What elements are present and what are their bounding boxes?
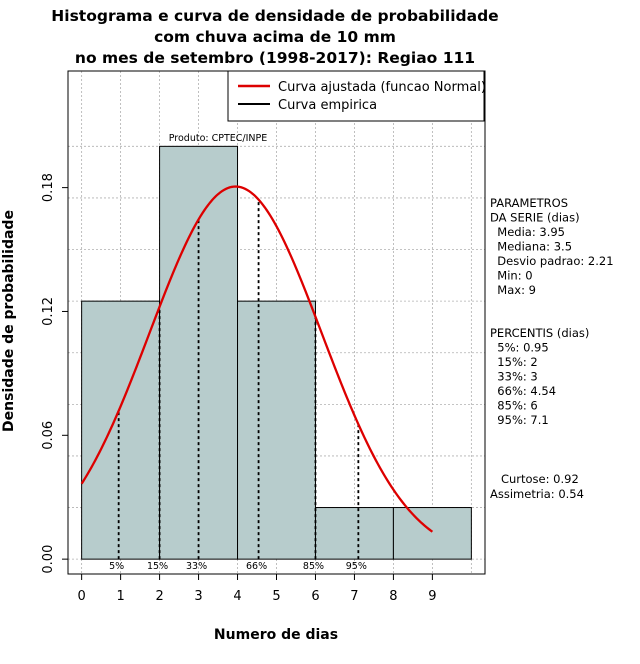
y-axis: 0.00 0.06 0.12 0.18 (41, 173, 69, 574)
x-axis-label: Numero de dias (214, 627, 338, 643)
x-tick-label: 8 (389, 589, 397, 604)
y-tick-label: 0.18 (41, 173, 56, 202)
parameters-line: Min: 0 (490, 269, 533, 283)
legend: Curva ajustada (funcao Normal) Curva emp… (227, 70, 486, 122)
percentile-label: 15% (147, 561, 168, 572)
title-line-1: Histograma e curva de densidade de proba… (51, 7, 498, 25)
parameters-line: Mediana: 3.5 (490, 240, 572, 254)
parameters-line: Max: 9 (490, 283, 536, 297)
normal-fit-curve (80, 185, 434, 533)
percentile-stat-line: 15%: 2 (490, 355, 538, 369)
percentile-stat-line: 85%: 6 (490, 399, 538, 413)
x-tick-label: 9 (428, 589, 436, 604)
legend-label-fit: Curva ajustada (funcao Normal) (278, 80, 486, 95)
percentile-label: 66% (246, 561, 267, 572)
shape-stat-line: Curtose: 0.92 (490, 472, 579, 486)
x-tick-label: 7 (350, 589, 358, 604)
title-line-3: no mes de setembro (1998-2017): Regiao 1… (75, 49, 475, 67)
x-tick-label: 4 (233, 589, 241, 604)
y-axis-label: Densidade de probabilidade (1, 210, 17, 432)
legend-box (227, 70, 485, 122)
parameters-line: PARAMETROS (490, 196, 568, 210)
parameters-line: DA SERIE (dias) (490, 211, 580, 225)
percentile-stat-line: 33%: 3 (490, 370, 538, 384)
x-axis: 0 1 2 3 4 5 6 7 8 9 (77, 573, 437, 604)
percentile-label: 5% (109, 561, 124, 572)
normal-curve-layer (80, 185, 434, 533)
product-credit: Produto: CPTEC/INPE (169, 133, 268, 144)
x-tick-label: 6 (311, 589, 319, 604)
x-tick-label: 1 (116, 589, 124, 604)
histogram-bar (392, 507, 472, 560)
x-tick-label: 3 (194, 589, 202, 604)
percentile-stat-line: 66%: 4.54 (490, 384, 556, 398)
percentile-stat-line: 95%: 7.1 (490, 413, 549, 427)
legend-label-empirical: Curva empirica (278, 98, 377, 113)
percentile-label: 85% (303, 561, 324, 572)
histogram-bar (314, 507, 394, 560)
y-tick-label: 0.06 (41, 421, 56, 450)
y-tick-label: 0.00 (41, 545, 56, 574)
shape-stat-line: Assimetria: 0.54 (490, 487, 584, 501)
parameters-line: Media: 3.95 (490, 225, 565, 239)
percentile-stat-line: PERCENTIS (dias) (490, 326, 589, 340)
x-tick-label: 2 (155, 589, 163, 604)
y-tick-label: 0.12 (41, 297, 56, 326)
x-tick-label: 0 (77, 589, 85, 604)
chart-title: Histograma e curva de densidade de proba… (51, 7, 498, 67)
percentile-label: 33% (186, 561, 207, 572)
percentile-stat-line: 5%: 0.95 (490, 341, 549, 355)
x-tick-label: 5 (272, 589, 280, 604)
histogram-bar (237, 300, 316, 560)
percentile-label: 95% (346, 561, 367, 572)
percentile-markers: 5% 15% 33% 66% 85% 95% (109, 199, 367, 572)
parameters-line: Desvio padrao: 2.21 (490, 254, 614, 268)
title-line-2: com chuva acima de 10 mm (154, 28, 396, 46)
